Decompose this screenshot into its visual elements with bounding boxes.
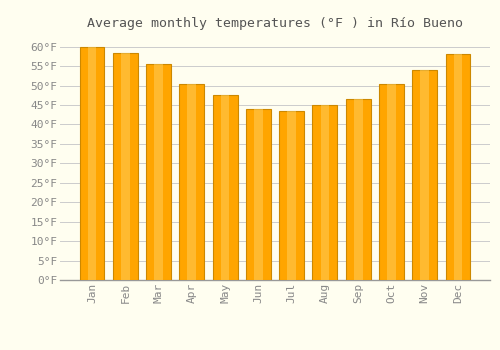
Bar	[212, 95, 238, 280]
Bar	[180, 84, 204, 280]
Bar	[146, 64, 171, 280]
Bar	[246, 109, 271, 280]
Bar	[88, 47, 96, 280]
Bar	[80, 47, 104, 280]
Bar	[412, 70, 437, 280]
Bar	[387, 84, 396, 280]
Bar	[288, 111, 296, 280]
Bar	[121, 52, 130, 280]
Bar	[346, 99, 370, 280]
Bar	[379, 84, 404, 280]
Title: Average monthly temperatures (°F ) in Río Bueno: Average monthly temperatures (°F ) in Rí…	[87, 17, 463, 30]
Bar	[454, 55, 462, 280]
Bar	[420, 70, 429, 280]
Bar	[254, 109, 262, 280]
Bar	[320, 105, 330, 280]
Bar	[188, 84, 196, 280]
Bar	[446, 55, 470, 280]
Bar	[220, 95, 230, 280]
Bar	[279, 111, 304, 280]
Bar	[154, 64, 163, 280]
Bar	[312, 105, 338, 280]
Bar	[113, 52, 138, 280]
Bar	[354, 99, 362, 280]
